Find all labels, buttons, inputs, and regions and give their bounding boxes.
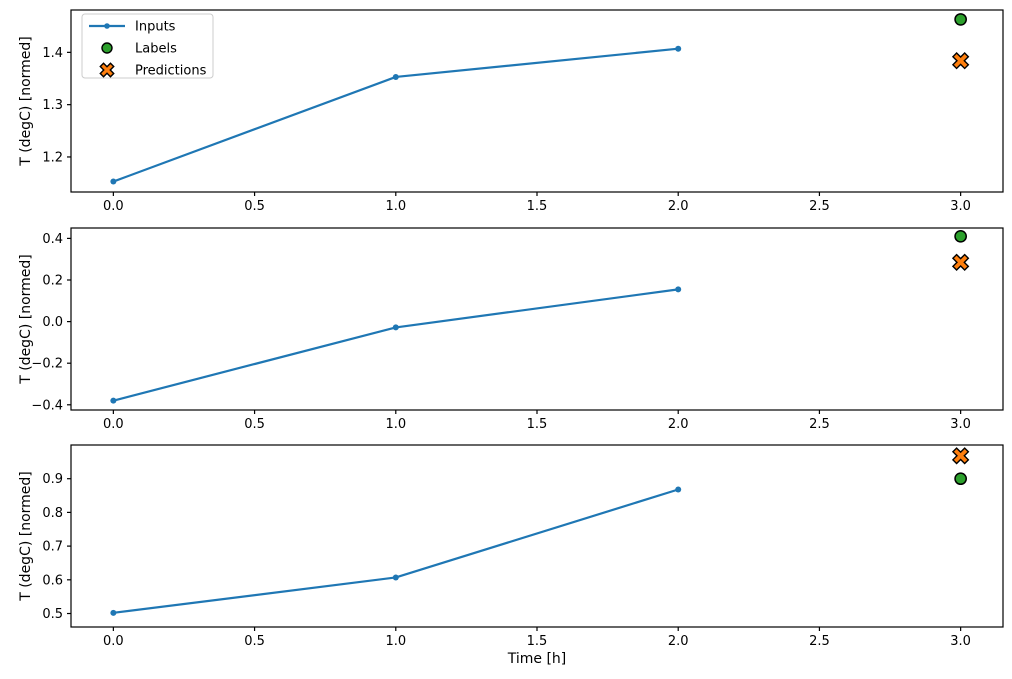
- x-tick-label: 1.5: [527, 634, 548, 649]
- y-tick-label: 1.2: [42, 150, 63, 165]
- subplot-1: 0.0 0.5 1.0 1.5 2.0 2.5 3.0 −0.4 −0.2 0.0 0.2 0.4 T …: [18, 227, 1004, 432]
- predictions-marker: [951, 253, 970, 272]
- subplot-0: 0.0 0.5 1.0 1.5 2.0 2.5 3.0 1.2 1.3 1.4 T (degC) […: [18, 9, 1004, 214]
- x-tick-label: 3.0: [950, 199, 971, 214]
- y-tick-label: 0.2: [42, 274, 63, 289]
- x-tick-label: 1.0: [385, 417, 406, 432]
- x-tick-label: 0.5: [244, 199, 265, 214]
- x-tick-label: 2.5: [809, 417, 830, 432]
- x-tick-label: 0.0: [103, 199, 124, 214]
- x-tick-label: 1.0: [385, 199, 406, 214]
- labels-marker: [954, 472, 967, 486]
- axes-frame: [70, 227, 1004, 411]
- x-tick-label: 3.0: [950, 634, 971, 649]
- x-tick-label: 3.0: [950, 417, 971, 432]
- inputs-point: [675, 286, 682, 293]
- legend-entry-inputs: Inputs: [89, 20, 176, 35]
- y-tick-label: −0.4: [31, 398, 63, 413]
- inputs-line: [113, 488, 679, 614]
- x-tick-label: 0.5: [244, 634, 265, 649]
- x-tick-label: 0.0: [103, 634, 124, 649]
- inputs-point: [392, 73, 399, 80]
- x-axis-label: Time [h]: [507, 651, 567, 667]
- predictions-marker: [951, 447, 970, 465]
- inputs-point: [675, 486, 682, 493]
- legend-x-sample: [99, 62, 115, 78]
- x-tick-label: 2.5: [809, 634, 830, 649]
- y-tick-label: 0.4: [42, 232, 63, 247]
- legend-label: Inputs: [135, 20, 176, 35]
- subplot-2: 0.0 0.5 1.0 1.5 2.0 2.5 3.0 0.5 0.6 0.7 0.8 0.9 T (d…: [18, 444, 1004, 667]
- y-tick-label: 0.6: [42, 573, 63, 588]
- labels-marker: [954, 229, 967, 243]
- x-tick-label: 2.0: [668, 417, 689, 432]
- inputs-point: [675, 45, 682, 52]
- y-axis-label: T (degC) [normed]: [18, 36, 34, 167]
- y-tick-label: 0.8: [42, 506, 63, 521]
- x-tick-label: 1.5: [527, 199, 548, 214]
- legend-entry-predictions: Predictions: [99, 62, 207, 79]
- y-tick-label: 0.0: [42, 315, 63, 330]
- y-tick-label: 0.5: [42, 607, 63, 622]
- legend: Inputs Labels Predictions: [81, 13, 214, 79]
- inputs-line: [113, 288, 679, 402]
- legend-label: Predictions: [135, 64, 207, 79]
- x-tick-label: 1.5: [527, 417, 548, 432]
- x-tick-label: 0.0: [103, 417, 124, 432]
- legend-box: [81, 13, 214, 79]
- x-tick-label: 1.0: [385, 634, 406, 649]
- inputs-point: [110, 397, 117, 404]
- labels-marker: [954, 13, 967, 26]
- y-tick-label: 0.9: [42, 472, 63, 487]
- x-tick-label: 2.0: [668, 199, 689, 214]
- legend-label: Labels: [135, 42, 177, 57]
- x-tick-label: 0.5: [244, 417, 265, 432]
- legend-entry-labels: Labels: [101, 42, 177, 57]
- predictions-marker: [951, 52, 970, 70]
- y-tick-label: −0.2: [31, 357, 63, 372]
- y-tick-label: 1.3: [42, 98, 63, 113]
- inputs-point: [110, 609, 117, 616]
- y-tick-label: 1.4: [42, 46, 63, 61]
- x-tick-label: 2.5: [809, 199, 830, 214]
- legend-dot-sample: [104, 23, 110, 29]
- inputs-point: [392, 324, 399, 331]
- y-axis-label: T (degC) [normed]: [18, 471, 34, 602]
- x-tick-label: 2.0: [668, 634, 689, 649]
- inputs-point: [110, 178, 117, 185]
- inputs-point: [392, 574, 399, 581]
- y-axis-label: T (degC) [normed]: [18, 254, 34, 385]
- y-tick-label: 0.7: [42, 540, 63, 555]
- legend-circle-sample: [101, 42, 113, 54]
